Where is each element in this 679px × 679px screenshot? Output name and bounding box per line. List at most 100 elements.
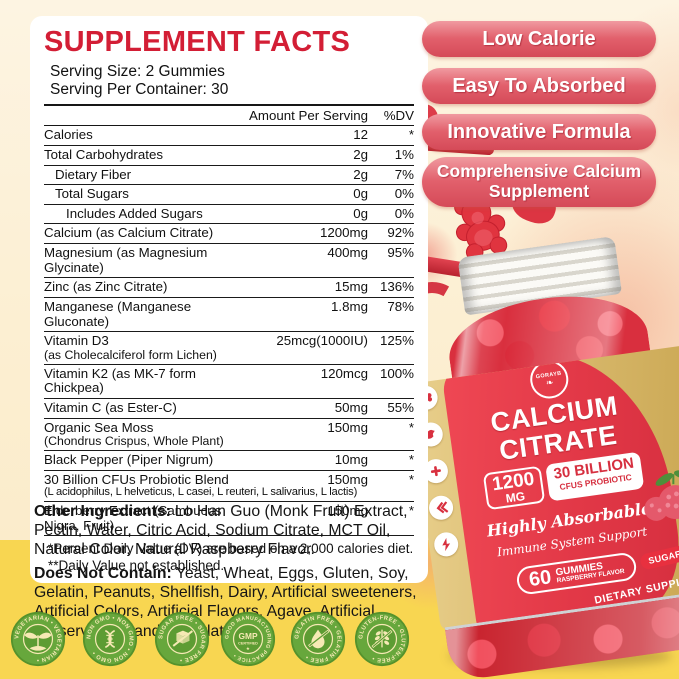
table-row: Magnesium (as Magnesium Glycinate) 400mg… [44, 244, 414, 279]
row-amount: 120mcg [320, 365, 368, 381]
row-name: Total Carbohydrates [44, 146, 163, 162]
row-amount: 1200mg [319, 225, 368, 241]
svg-text:CERTIFIED: CERTIFIED [238, 642, 258, 646]
muscle-icon [417, 420, 445, 449]
row-dv: 1% [394, 146, 414, 162]
row-dv: 95% [387, 245, 414, 260]
table-row: Calories 12 * [44, 126, 414, 146]
row-dv: 92% [387, 225, 414, 241]
droplet-crossed-icon [308, 629, 330, 649]
row-amount: 25mcg(1000IU) [276, 333, 368, 349]
row-dv: 136% [379, 279, 414, 295]
row-dv: * [408, 471, 414, 487]
row-dv: 55% [387, 399, 414, 415]
row-name: Magnesium (as Magnesium Glycinate) [44, 245, 208, 275]
claim-badge-low-calorie: Low Calorie [422, 21, 656, 57]
svg-text:GMP: GMP [238, 631, 257, 641]
table-row: Vitamin C (as Ester-C) 50mg 55% [44, 399, 414, 419]
row-amount: 0g [353, 186, 368, 202]
row-dv: * [408, 419, 414, 435]
panel-title: SUPPLEMENT FACTS [44, 26, 351, 58]
row-amount: 2g [353, 146, 368, 162]
footnote-dv: *Percent Daily Value (DV) are based on a… [48, 541, 414, 557]
serving-size: Serving Size: 2 Gummies [50, 63, 225, 80]
other-ingredients: Other Ingredients: Lo Han Guo (Monk Fruit… [34, 502, 438, 560]
table-row: Dietary Fiber 2g 7% [44, 166, 414, 186]
probiotic-badge: 30 BILLION CFUS PROBIOTIC [545, 451, 645, 502]
claim-badge-innovative-formula: Innovative Formula [422, 114, 656, 150]
bottle-label: GORAYB ❧ CALCIUM CITRATE 1200 MG 30 BILL… [406, 344, 679, 632]
row-amount: 0g [353, 205, 368, 221]
row-name: Zinc (as Zinc Citrate) [44, 279, 168, 295]
table-row: Elderberry Extract (Sambucus Nigra, Frui… [44, 502, 414, 537]
leaf-icon: ❧ [545, 376, 555, 388]
row-amount: 10mg [334, 452, 368, 468]
row-name: Vitamin K2 (as MK-7 form Chickpea) [44, 365, 196, 396]
non-gmo-seal: NON GMO • NON GMO • NON GMO • [82, 611, 138, 667]
row-amount: 150mg [327, 419, 368, 435]
row-dv: * [408, 503, 414, 519]
row-amount: 12 [353, 127, 368, 143]
sugar-cube-crossed-icon [172, 630, 193, 647]
other-ingredients-text: Lo Han Guo (Monk Fruit) Extract, Pectin,… [34, 502, 408, 559]
row-name: Dietary Fiber [55, 166, 132, 182]
immune-cross-icon [422, 457, 450, 485]
does-not-contain-label: Does Not Contain: [34, 564, 172, 582]
svg-text:★: ★ [246, 646, 251, 651]
sprout-icon [24, 632, 52, 651]
table-row: Black Pepper (Piper Nigrum) 10mg * [44, 451, 414, 471]
vegetarian-seal: VEGETARIAN • VEGETARIAN • [10, 611, 66, 667]
count-value: 60 [527, 566, 553, 592]
row-dv: 100% [379, 365, 414, 381]
row-name: Calories [44, 127, 93, 143]
gelatin-free-seal: GELATIN FREE • GELATIN FREE • [290, 611, 346, 667]
sugar-free-seal: SUGAR FREE • SUGAR FREE • [154, 611, 210, 667]
row-dv: 0% [394, 186, 414, 202]
energy-bolt-icon [432, 530, 460, 558]
table-row: Manganese (Manganese Gluconate) 1.8mg 78… [44, 298, 414, 333]
row-name: Calcium (as Calcium Citrate) [44, 225, 214, 241]
row-name: Elderberry Extract (Sambucus Nigra, Frui… [44, 503, 222, 533]
table-row: Vitamin D3 (as Cholecalciferol form Liche… [44, 332, 414, 365]
col-amount-per-serving: Amount Per Serving [249, 107, 368, 123]
row-dv: * [408, 452, 414, 468]
claim-badge-comprehensive-calcium: Comprehensive Calcium Supplement [422, 157, 656, 207]
table-row: 30 Billion CFUs Probiotic Blend (L acidop… [44, 471, 414, 503]
row-amount: 400mg [327, 245, 368, 260]
row-dv: 78% [387, 298, 414, 314]
table-row: Organic Sea Moss (Chondrus Crispus, Whole… [44, 419, 414, 452]
row-name: 30 Billion CFUs Probiotic Blend (L acidop… [44, 471, 358, 499]
dose-badge: 1200 MG [482, 465, 546, 511]
table-row: Includes Added Sugars 0g 0% [44, 205, 414, 225]
wheat-crossed-icon [371, 629, 393, 649]
claim-badge-easy-absorbed: Easy To Absorbed [422, 68, 656, 104]
row-amount: 15mg [334, 279, 368, 295]
row-name: Vitamin C (as Ester-C) [44, 399, 177, 415]
footnote-not-established: **Daily Value not established. [48, 558, 225, 574]
row-dv: * [408, 127, 414, 143]
table-row: Total Carbohydrates 2g 1% [44, 146, 414, 166]
row-dv: 7% [394, 166, 414, 182]
col-dv: %DV [383, 107, 414, 123]
row-dv: 125% [379, 333, 414, 349]
table-header: Amount Per Serving %DV [44, 106, 414, 127]
row-name: Black Pepper (Piper Nigrum) [44, 452, 214, 468]
table-row: Vitamin K2 (as MK-7 form Chickpea) 120mc… [44, 365, 414, 399]
row-name: Vitamin D3 (as Cholecalciferol form Liche… [44, 333, 217, 362]
row-amount: 1.8mg [331, 298, 368, 314]
row-amount: 2g [353, 166, 368, 182]
absorb-chevrons-icon [427, 494, 455, 522]
table-row: Zinc (as Zinc Citrate) 15mg 136% [44, 278, 414, 298]
serving-per-container: Serving Per Container: 30 [50, 80, 229, 98]
other-ingredients-label: Other Ingredients: [34, 502, 171, 520]
dna-icon [104, 629, 116, 649]
gluten-free-seal: GLUTEN-FREE • GLUTEN-FREE • [354, 611, 410, 667]
table-row: Calcium (as Calcium Citrate) 1200mg 92% [44, 224, 414, 244]
gmp-certified-seal: GOOD MANUFACTURING PRACTICE • GMP CERTIF… [220, 611, 276, 667]
supplement-facts-panel: SUPPLEMENT FACTS Serving Size: 2 Gummies… [30, 16, 428, 584]
serving-info: Serving Size: 2 Gummies Serving Per Cont… [44, 63, 414, 106]
row-name: Manganese (Manganese Gluconate) [44, 298, 192, 329]
row-dv: 0% [394, 205, 414, 221]
row-amount: 150mg [327, 471, 368, 487]
